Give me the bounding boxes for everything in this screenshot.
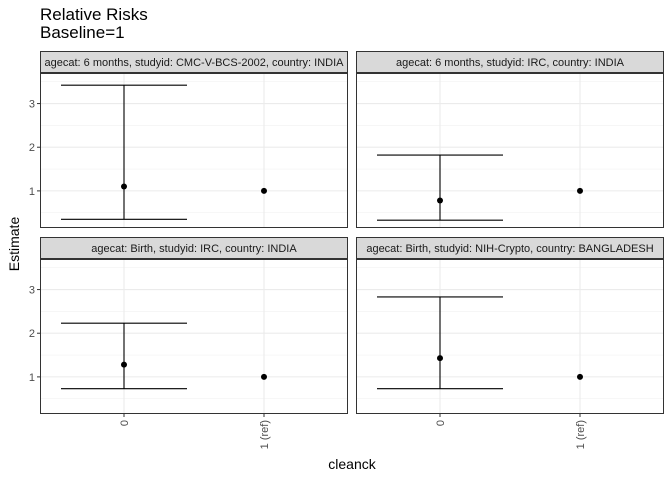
strip-label: agecat: 6 months, studyid: IRC, country:… (396, 57, 625, 69)
estimate-point (121, 361, 127, 368)
estimate-point (577, 187, 583, 194)
y-tick-label: 2 (29, 142, 35, 154)
y-tick-label: 2 (29, 328, 35, 340)
facet-panel-3: agecat: Birth, studyid: IRC, country: IN… (29, 237, 348, 449)
panel-background (40, 259, 348, 414)
x-tick-label: 1 (ref) (575, 420, 587, 449)
facet-panel-2: agecat: 6 months, studyid: IRC, country:… (356, 51, 664, 228)
y-tick-label: 1 (29, 372, 35, 384)
panel-border (356, 73, 664, 228)
y-tick-label: 3 (29, 285, 35, 297)
panel-background (40, 73, 348, 228)
estimate-point (437, 355, 443, 362)
strip-background (40, 51, 348, 73)
strip-label: agecat: Birth, studyid: IRC, country: IN… (91, 243, 297, 255)
estimate-point (437, 197, 443, 204)
y-tick-label: 1 (29, 186, 35, 198)
panel-border (40, 259, 348, 414)
strip-background (356, 237, 664, 259)
panel-background (356, 73, 664, 228)
facet-panel-4: agecat: Birth, studyid: NIH-Crypto, coun… (356, 237, 664, 449)
estimate-point (577, 373, 583, 380)
y-axis-label: Estimate (6, 216, 22, 272)
strip-label: agecat: Birth, studyid: NIH-Crypto, coun… (366, 243, 653, 255)
panel-border (40, 73, 348, 228)
facet-panel-1: agecat: 6 months, studyid: CMC-V-BCS-200… (29, 51, 348, 228)
chart-subtitle: Baseline=1 (40, 23, 125, 42)
strip-background (40, 237, 348, 259)
estimate-point (261, 373, 267, 380)
strip-label: agecat: 6 months, studyid: CMC-V-BCS-200… (45, 57, 345, 69)
x-tick-label: 0 (435, 420, 447, 426)
y-tick-label: 3 (29, 99, 35, 111)
estimate-point (121, 183, 127, 190)
x-tick-label: 0 (119, 420, 131, 426)
chart-title: Relative Risks (40, 5, 148, 24)
x-axis-label: cleanck (328, 456, 376, 472)
panel-background (356, 259, 664, 414)
estimate-point (261, 187, 267, 194)
strip-background (356, 51, 664, 73)
panel-border (356, 259, 664, 414)
x-tick-label: 1 (ref) (259, 420, 271, 449)
